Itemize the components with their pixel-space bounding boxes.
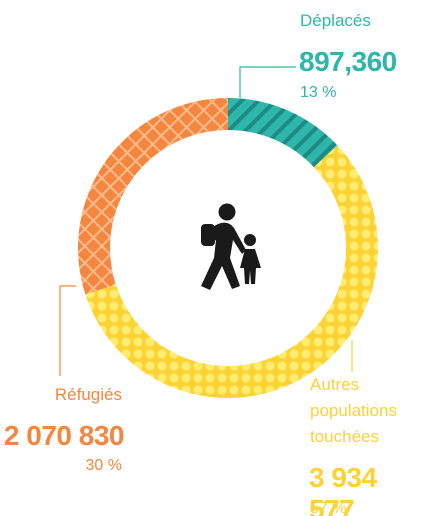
count-label: 2 070 830 — [3, 420, 125, 451]
leader-line — [59, 285, 76, 376]
donut-segment — [228, 98, 338, 168]
donut-segment — [77, 98, 228, 295]
category-label: Autres populations touchées — [310, 375, 397, 446]
category-label: Déplacés — [300, 11, 371, 30]
count-label: 3 934 577 — [309, 462, 377, 516]
value-label: 57 % — [310, 500, 347, 516]
count-label: 897,360 — [299, 46, 397, 77]
value-label: 30 % — [85, 457, 122, 474]
leader-line — [239, 66, 296, 98]
icon-walking — [201, 203, 261, 290]
donut-segment — [85, 145, 378, 398]
category-label: Réfugiés — [54, 385, 122, 404]
value-label: 13 % — [300, 84, 337, 101]
